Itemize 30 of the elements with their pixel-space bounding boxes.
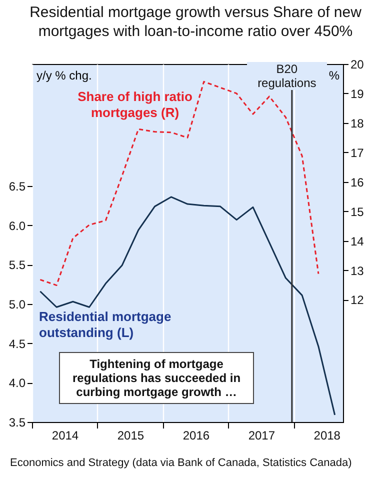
y-axis-title: y/y % chg.: [36, 68, 92, 82]
y2-tick-label: 17: [350, 146, 364, 160]
y-tick-label: 5.5: [8, 258, 26, 272]
y-tick-label: 3.5: [8, 416, 26, 430]
y-tick-label: 6.0: [8, 218, 26, 233]
y2-tick-label: 19: [350, 86, 364, 101]
y2-axis-title: %: [328, 68, 340, 82]
y-tick-label: 5.0: [8, 297, 26, 312]
series-label: Share of high ratio mortgages (R): [76, 89, 194, 121]
series-label: Residential mortgage outstanding (L): [39, 309, 172, 341]
x-tick-label: 2017: [248, 428, 276, 442]
x-tick-label: 2014: [52, 428, 79, 442]
x-tick-label: 2018: [314, 428, 341, 442]
annotation: Tightening of mortgage regulations has succeeded in curbing mortgage growth …: [59, 352, 254, 404]
ref-line-label: B20 regulations: [246, 62, 327, 90]
y-tick-label: 4.0: [8, 376, 26, 390]
y2-tick-label: 16: [350, 175, 364, 190]
y2-tick-label: 12: [350, 293, 364, 308]
y2-tick-label: 15: [350, 204, 364, 219]
y2-tick-label: 18: [350, 116, 364, 130]
y-tick-label: 4.5: [8, 336, 26, 351]
text: Economics and Strategy (data via Bank of Canada, Statistics Canada): [10, 457, 352, 469]
x-tick-label: 2016: [182, 428, 210, 442]
y2-tick-label: 13: [350, 264, 364, 278]
y-tick-label: 6.5: [8, 179, 26, 194]
y2-tick-label: 14: [350, 234, 364, 248]
line-series: [39, 196, 336, 416]
chart-title: Residential mortgage growth versus Share of new mortgages with loan-to-income ratio over 450%: [28, 3, 362, 41]
y2-tick-label: 20: [350, 58, 364, 72]
x-tick-label: 2015: [117, 428, 144, 442]
